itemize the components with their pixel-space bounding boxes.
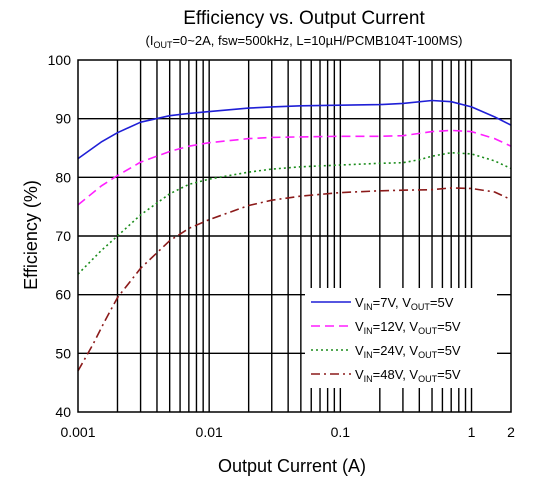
x-axis-label: Output Current (A): [218, 456, 366, 476]
legend-label-2: VIN=12V, VOUT=5V: [355, 319, 461, 336]
series-lines: [77, 99, 512, 372]
x-tick-label: 2: [507, 424, 515, 440]
y-tick-label: 40: [55, 404, 71, 420]
legend-label-4: VIN=48V, VOUT=5V: [355, 367, 461, 384]
series-line-3: [77, 151, 512, 275]
y-tick-label: 90: [55, 111, 71, 127]
subtitle-text: =0~2A, fsw=500kHz, L=10µH/PCMB104T-100MS…: [172, 33, 462, 48]
subtitle-prefix-sub: OUT: [153, 40, 173, 50]
legend-label-3: VIN=24V, VOUT=5V: [355, 343, 461, 360]
x-tick-label: 1: [468, 424, 476, 440]
subtitle-prefix: (I: [146, 33, 154, 48]
chart-subtitle: (IOUT=0~2A, fsw=500kHz, L=10µH/PCMB104T-…: [146, 33, 463, 50]
y-tick-label: 60: [55, 287, 71, 303]
y-tick-labels: 40 50 60 70 80 90 100: [48, 52, 72, 420]
legend-box: [305, 288, 497, 388]
y-tick-label: 80: [55, 169, 71, 185]
legend-label-1: VIN=7V, VOUT=5V: [355, 295, 454, 312]
y-tick-label: 70: [55, 228, 71, 244]
x-tick-label: 0.01: [196, 424, 223, 440]
y-axis-label: Efficiency (%): [21, 180, 41, 290]
y-tick-label: 100: [48, 52, 72, 68]
legend: VIN=7V, VOUT=5V VIN=12V, VOUT=5V VIN=24V, …: [305, 288, 497, 388]
x-tick-label: 0.001: [60, 424, 95, 440]
series-line-2: [77, 129, 512, 206]
plot-frame: [77, 59, 512, 413]
y-tick-label: 50: [55, 345, 71, 361]
x-tick-label: 0.1: [331, 424, 351, 440]
series-line-1: [77, 99, 512, 160]
x-tick-labels: 0.001 0.01 0.1 1 2: [60, 424, 515, 440]
series-line-4: [77, 187, 512, 372]
chart-title: Efficiency vs. Output Current: [183, 8, 425, 29]
